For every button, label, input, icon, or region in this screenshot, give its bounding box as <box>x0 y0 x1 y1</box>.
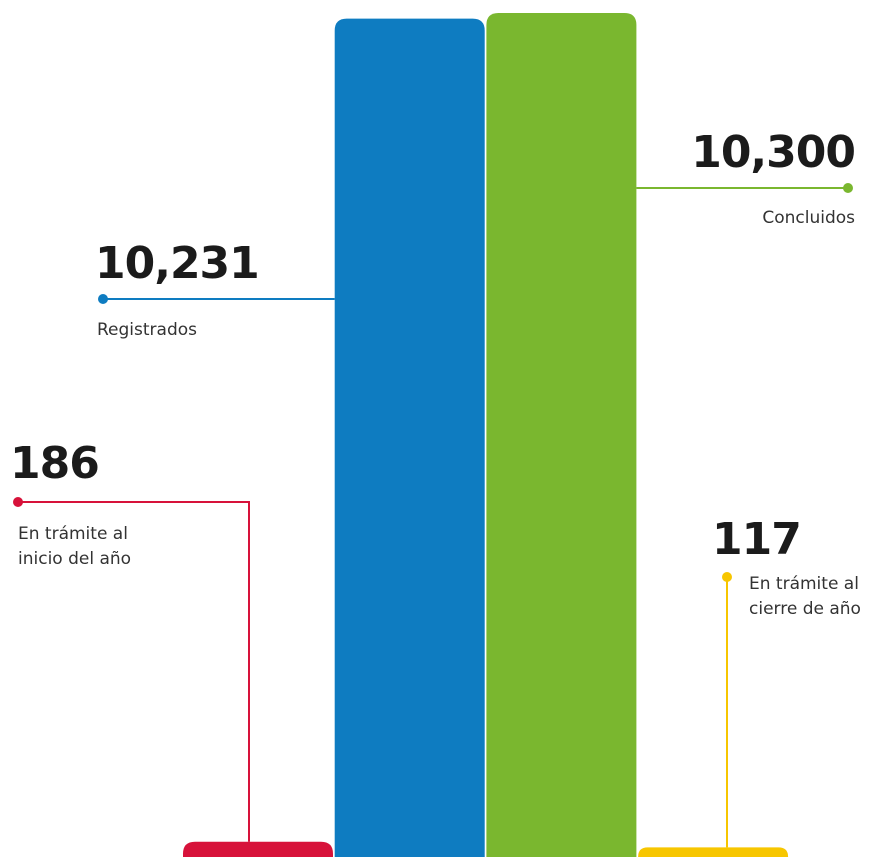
value-label: 10,231 <box>95 238 260 289</box>
category-label: Concluidos <box>762 208 855 228</box>
bar <box>183 841 333 857</box>
leader-dot <box>13 497 23 507</box>
leader-dot <box>722 572 732 582</box>
category-label: En trámite al cierre de año <box>749 574 861 619</box>
category-label: En trámite al inicio del año <box>18 524 132 569</box>
value-label: 117 <box>712 514 802 565</box>
bar <box>638 847 789 857</box>
value-label: 186 <box>10 438 100 489</box>
leader-dot <box>843 183 853 193</box>
leader-dot <box>98 294 108 304</box>
value-label: 10,300 <box>691 127 856 178</box>
category-label: Registrados <box>97 320 197 340</box>
bar <box>486 13 637 857</box>
leader-line <box>18 501 250 842</box>
bar <box>334 18 485 857</box>
